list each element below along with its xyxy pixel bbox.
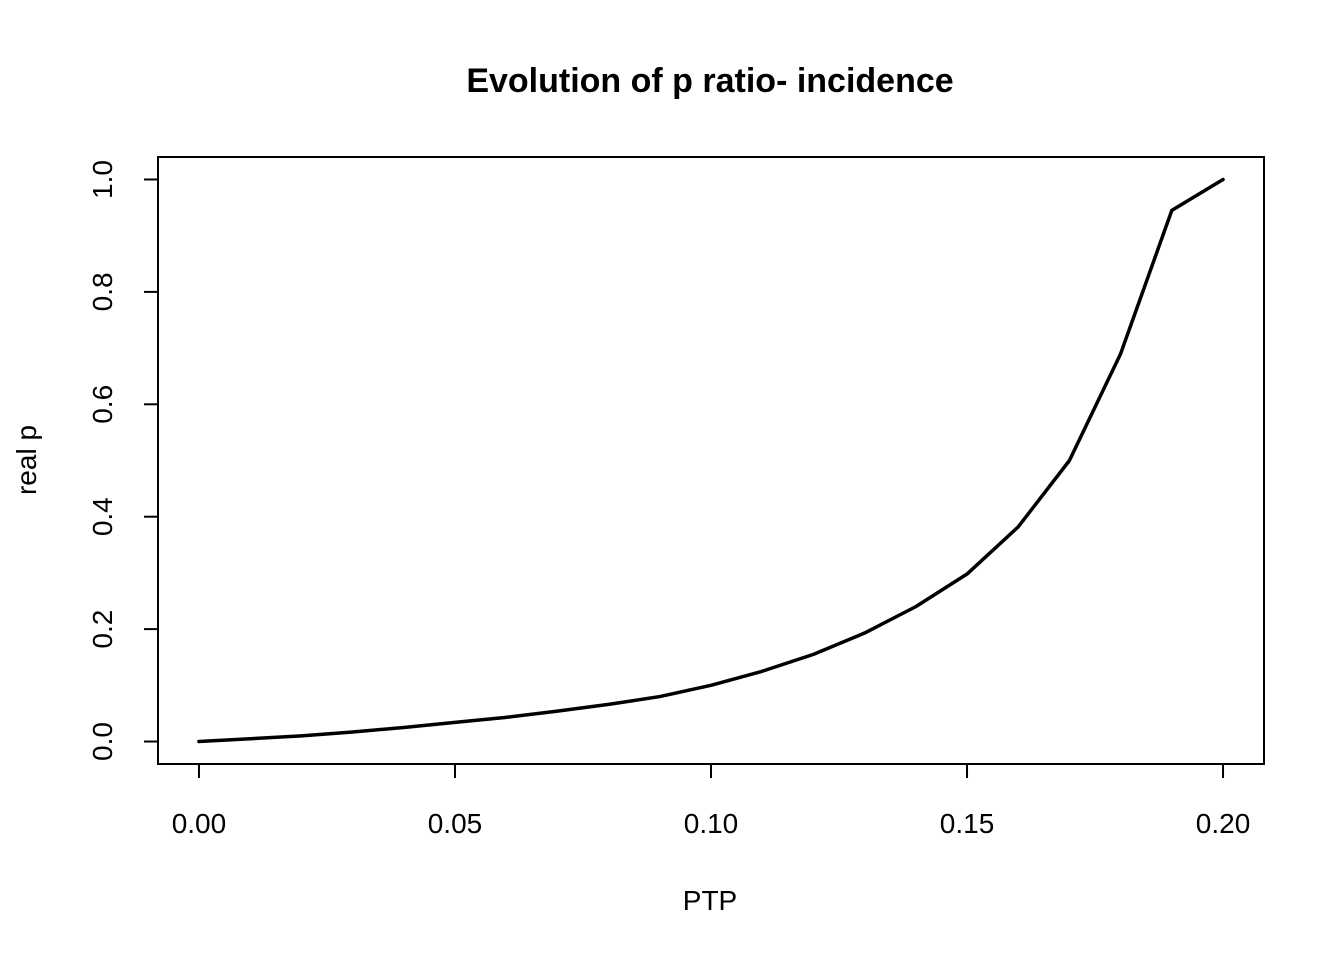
x-tick-label: 0.20 — [1196, 808, 1251, 839]
chart-title: Evolution of p ratio- incidence — [466, 62, 953, 100]
x-tick-label: 0.00 — [172, 808, 227, 839]
y-tick-label: 0.8 — [87, 272, 118, 311]
x-axis-label: PTP — [683, 885, 737, 916]
y-tick-label: 0.2 — [87, 610, 118, 649]
x-axis: 0.00 0.05 0.10 0.15 0.20 — [172, 763, 1251, 839]
x-tick-label: 0.15 — [940, 808, 995, 839]
y-tick-label: 0.6 — [87, 385, 118, 424]
y-axis-label: real p — [11, 425, 42, 495]
x-tick-label: 0.05 — [428, 808, 483, 839]
y-tick-label: 0.0 — [87, 722, 118, 761]
y-tick-label: 0.4 — [87, 497, 118, 536]
series-line — [197, 177, 1225, 744]
y-tick-label: 1.0 — [87, 160, 118, 199]
x-tick-label: 0.10 — [684, 808, 739, 839]
y-axis: 0.0 0.2 0.4 0.6 0.8 1.0 — [87, 160, 159, 761]
